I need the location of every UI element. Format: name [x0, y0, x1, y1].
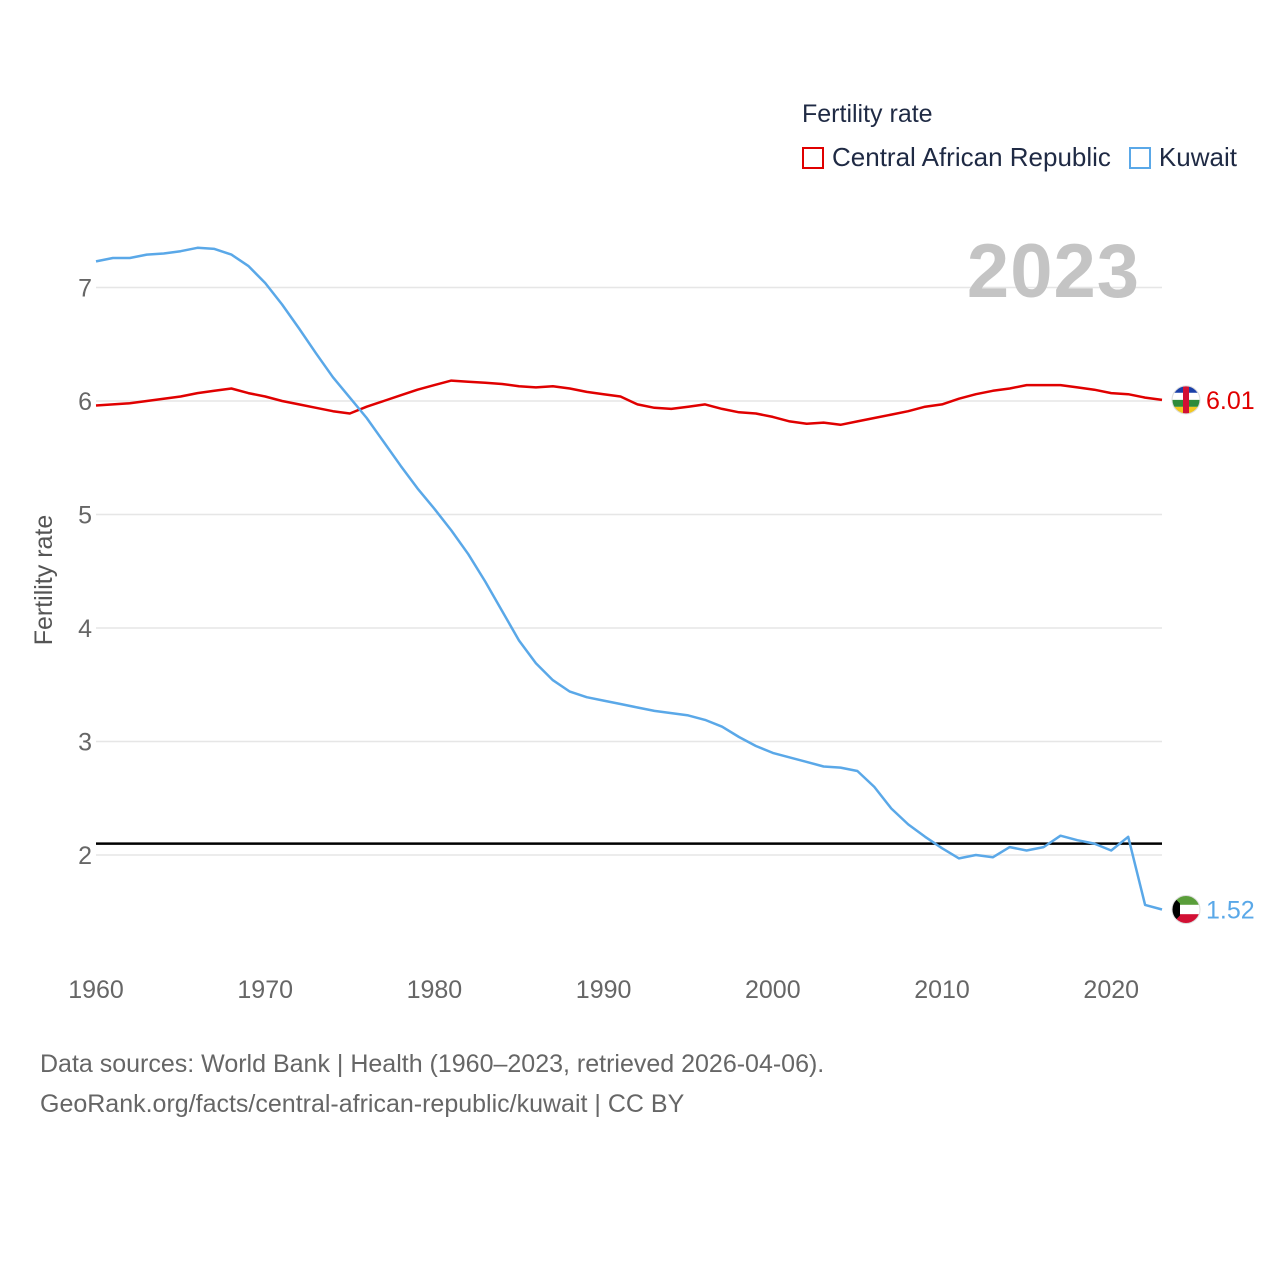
series-line-central-african-republic[interactable]: [95, 379, 1163, 427]
x-tick-label: 1960: [68, 976, 124, 1004]
legend-item-central-african-republic[interactable]: Central African Republic: [802, 142, 1111, 173]
legend-swatch-car: [802, 146, 824, 169]
series-line-kuwait[interactable]: [95, 246, 1163, 911]
y-tick-label: 5: [78, 502, 92, 530]
y-axis-label: Fertility rate: [30, 515, 58, 646]
end-value-label: 1.52: [1206, 896, 1255, 924]
legend-swatch-kuwait: [1128, 146, 1151, 169]
year-label: 2023: [966, 229, 1140, 314]
y-tick-label: 2: [78, 842, 92, 870]
y-tick-label: 3: [78, 729, 92, 757]
x-tick-label: 2000: [745, 976, 801, 1004]
y-tick-label: 6: [78, 388, 92, 416]
data-series: [95, 246, 1163, 911]
y-tick-label: 4: [78, 615, 92, 643]
legend-label: Kuwait: [1158, 142, 1237, 172]
source-url[interactable]: GeoRank.org/facts/central-african-republ…: [40, 1090, 685, 1118]
footer: Data sources: World Bank | Health (1960–…: [40, 1044, 824, 1124]
y-tick-label: 7: [78, 275, 92, 303]
legend-title: Fertility rate: [802, 100, 933, 128]
kuwait-flag-icon: [1171, 894, 1201, 924]
x-axis-ticks: 1960 1970 1980 1990 2000 2010 2020: [68, 976, 1139, 1004]
end-markers: 6.01 1.52: [1171, 385, 1255, 924]
x-tick-label: 2010: [914, 976, 970, 1004]
y-axis-ticks: 2 3 4 5 6 7: [78, 275, 92, 871]
gridlines: [96, 286, 1162, 856]
x-tick-label: 2020: [1083, 976, 1139, 1004]
legend-item-kuwait[interactable]: Kuwait: [1128, 142, 1237, 173]
x-tick-label: 1970: [237, 976, 293, 1004]
legend: Central African Republic Kuwait: [802, 142, 1255, 173]
x-tick-label: 1990: [576, 976, 632, 1004]
x-tick-label: 1980: [407, 976, 463, 1004]
end-value-label: 6.01: [1206, 387, 1255, 415]
legend-label: Central African Republic: [832, 142, 1111, 172]
data-source-note: Data sources: World Bank | Health (1960–…: [40, 1050, 825, 1078]
car-flag-icon: [1171, 385, 1201, 415]
